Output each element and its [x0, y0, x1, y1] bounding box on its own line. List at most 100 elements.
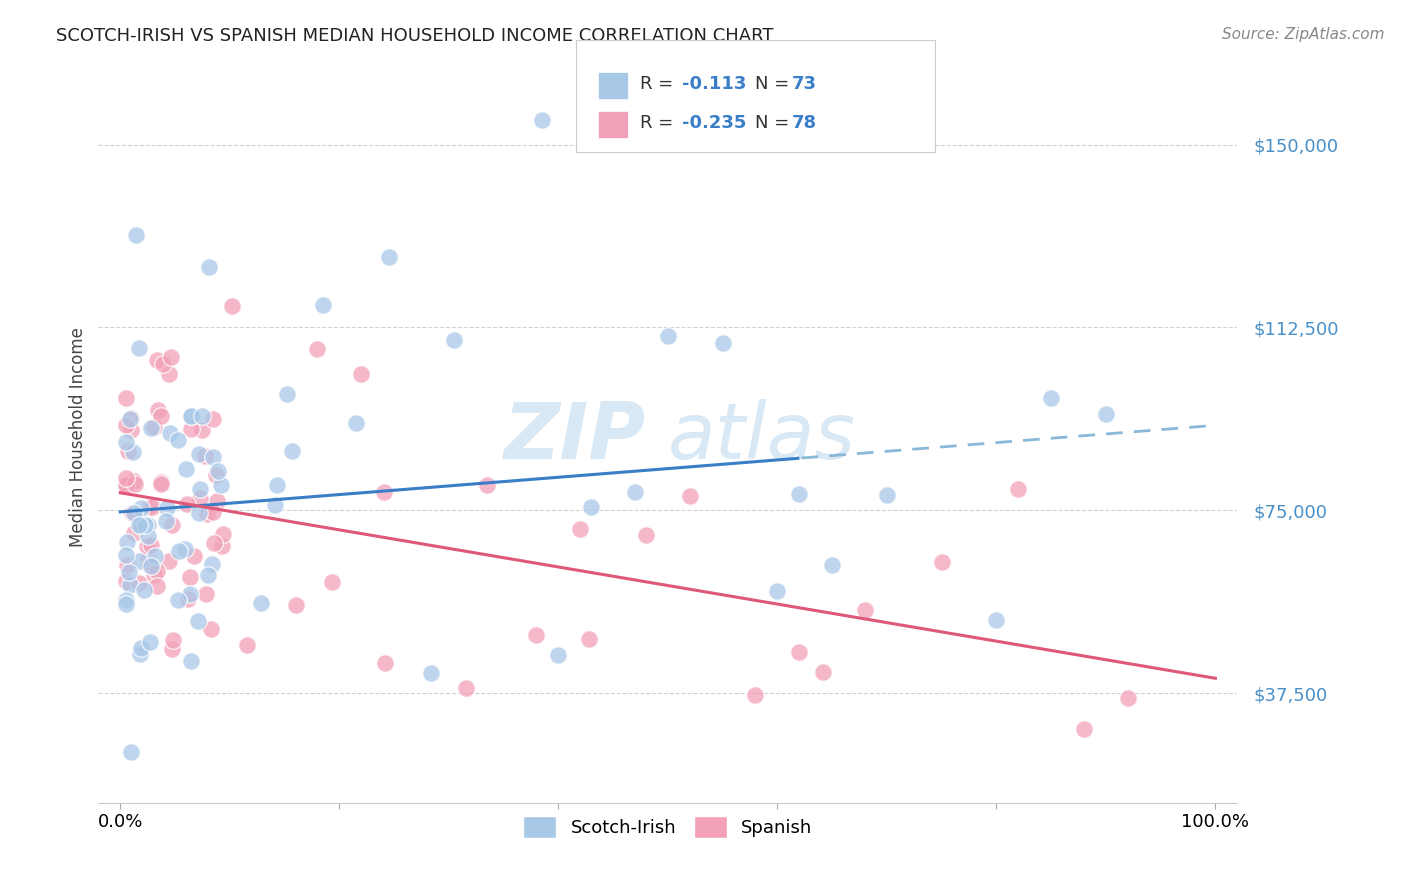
Point — [744, 688, 766, 702]
Point — [188, 491, 211, 505]
Point — [129, 647, 152, 661]
Point — [986, 613, 1008, 627]
Point — [766, 583, 789, 598]
Point — [114, 477, 136, 491]
Point — [122, 445, 145, 459]
Point — [173, 541, 195, 556]
Point — [250, 596, 273, 610]
Point — [128, 575, 150, 590]
Point — [197, 568, 219, 582]
Point — [183, 549, 205, 563]
Point — [202, 505, 225, 519]
Point — [821, 558, 844, 572]
Point — [162, 633, 184, 648]
Point — [176, 591, 198, 606]
Point — [167, 434, 190, 448]
Point — [150, 475, 173, 490]
Point — [1007, 482, 1029, 496]
Point — [284, 598, 307, 612]
Point — [146, 579, 169, 593]
Point — [419, 666, 441, 681]
Point — [150, 409, 173, 423]
Point — [114, 598, 136, 612]
Text: SCOTCH-IRISH VS SPANISH MEDIAN HOUSEHOLD INCOME CORRELATION CHART: SCOTCH-IRISH VS SPANISH MEDIAN HOUSEHOLD… — [56, 27, 773, 45]
Point — [209, 478, 232, 492]
Point — [129, 501, 152, 516]
Text: Source: ZipAtlas.com: Source: ZipAtlas.com — [1222, 27, 1385, 42]
Point — [128, 518, 150, 533]
Point — [142, 568, 165, 582]
Point — [138, 635, 160, 649]
Point — [179, 570, 201, 584]
Point — [443, 333, 465, 347]
Point — [321, 574, 343, 589]
Point — [374, 656, 396, 670]
Point — [114, 417, 136, 432]
Legend: Scotch-Irish, Spanish: Scotch-Irish, Spanish — [516, 808, 820, 845]
Point — [200, 623, 222, 637]
Point — [174, 462, 197, 476]
Point — [811, 665, 834, 679]
Point — [124, 474, 146, 488]
Point — [1073, 723, 1095, 737]
Point — [344, 417, 367, 431]
Point — [264, 498, 287, 512]
Point — [152, 357, 174, 371]
Point — [138, 518, 160, 533]
Point — [136, 551, 159, 566]
Point — [312, 298, 335, 312]
Point — [195, 507, 218, 521]
Text: R =: R = — [640, 75, 679, 93]
Point — [188, 446, 211, 460]
Point — [579, 500, 602, 515]
Point — [138, 500, 160, 514]
Point — [307, 343, 329, 357]
Point — [148, 402, 170, 417]
Point — [129, 519, 152, 533]
Point — [121, 506, 143, 520]
Point — [711, 335, 734, 350]
Point — [117, 444, 139, 458]
Text: 73: 73 — [792, 75, 817, 93]
Point — [201, 558, 224, 572]
Point — [1116, 690, 1139, 705]
Point — [134, 518, 156, 533]
Point — [122, 525, 145, 540]
Point — [122, 506, 145, 520]
Point — [120, 410, 142, 425]
Point — [149, 476, 172, 491]
Point — [132, 582, 155, 597]
Point — [120, 423, 142, 437]
Point — [120, 746, 142, 760]
Point — [115, 558, 138, 572]
Point — [235, 638, 257, 652]
Point — [931, 555, 953, 569]
Point — [876, 488, 898, 502]
Point — [156, 501, 179, 516]
Point — [146, 352, 169, 367]
Point — [180, 409, 202, 424]
Point — [114, 593, 136, 607]
Point — [221, 300, 243, 314]
Point — [202, 535, 225, 549]
Point — [118, 565, 141, 579]
Point — [143, 419, 166, 434]
Point — [188, 506, 211, 520]
Point — [787, 645, 810, 659]
Point — [634, 528, 657, 542]
Point — [187, 615, 209, 629]
Point — [136, 528, 159, 542]
Point — [205, 467, 228, 482]
Point — [475, 477, 498, 491]
Point — [281, 444, 304, 458]
Point — [160, 641, 183, 656]
Point — [547, 648, 569, 662]
Text: -0.235: -0.235 — [682, 113, 747, 131]
Point — [787, 487, 810, 501]
Point — [1095, 408, 1118, 422]
Point — [180, 655, 202, 669]
Point — [120, 412, 142, 426]
Point — [195, 587, 218, 601]
Point — [526, 628, 548, 642]
Point — [114, 478, 136, 492]
